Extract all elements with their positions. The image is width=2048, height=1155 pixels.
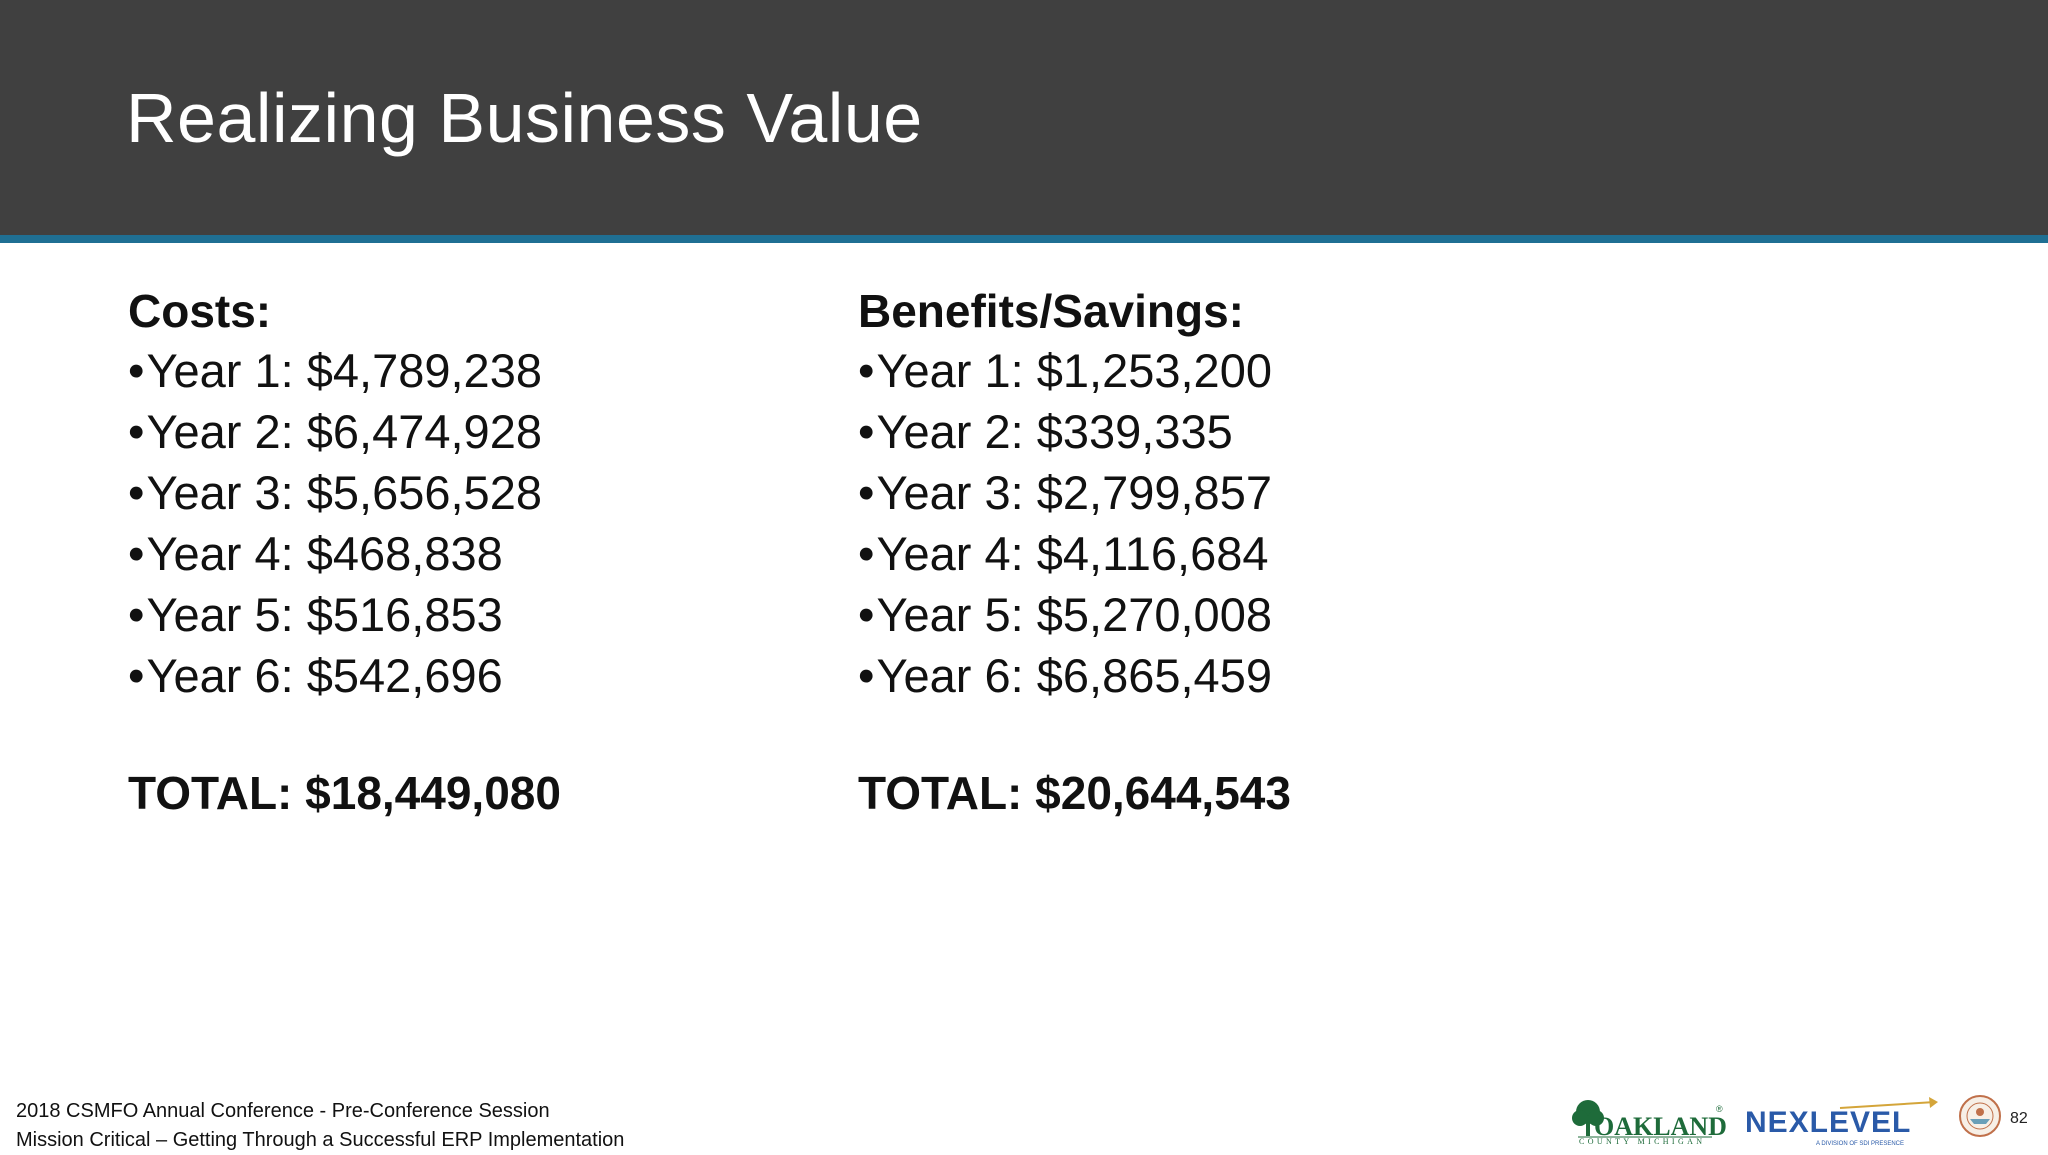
title-divider (0, 235, 2048, 243)
benefits-item-text: Year 6: $6,865,459 (876, 649, 1272, 702)
costs-item-text: Year 4: $468,838 (146, 527, 503, 580)
bullet-icon: • (128, 466, 145, 519)
benefits-list-item: •Year 6: $6,865,459 (858, 645, 1291, 706)
benefits-list-item: •Year 1: $1,253,200 (858, 340, 1291, 401)
bullet-icon: • (858, 527, 875, 580)
costs-list-item: •Year 5: $516,853 (128, 584, 561, 645)
benefits-list-item: •Year 3: $2,799,857 (858, 462, 1291, 523)
bullet-icon: • (128, 588, 145, 641)
arrow-icon (1929, 1097, 1938, 1108)
benefits-item-text: Year 5: $5,270,008 (876, 588, 1272, 641)
benefits-list-item: •Year 4: $4,116,684 (858, 523, 1291, 584)
slide-title: Realizing Business Value (126, 79, 923, 157)
benefits-item-text: Year 1: $1,253,200 (876, 344, 1272, 397)
costs-heading: Costs: (128, 285, 272, 337)
costs-item-text: Year 2: $6,474,928 (146, 405, 542, 458)
benefits-item-text: Year 3: $2,799,857 (876, 466, 1272, 519)
costs-column: Costs: •Year 1: $4,789,238 •Year 2: $6,4… (128, 282, 561, 823)
bullet-icon: • (858, 466, 875, 519)
footer-line-2: Mission Critical – Getting Through a Suc… (16, 1129, 625, 1151)
costs-list-item: •Year 6: $542,696 (128, 645, 561, 706)
footer: 2018 CSMFO Annual Conference - Pre-Confe… (16, 1097, 624, 1155)
bullet-icon: • (858, 405, 875, 458)
page-number: 82 (2010, 1110, 2028, 1127)
costs-item-text: Year 3: $5,656,528 (146, 466, 542, 519)
svg-text:®: ® (1716, 1104, 1723, 1114)
costs-total: TOTAL: $18,449,080 (128, 767, 561, 819)
nexlevel-subtitle: A DIVISION OF SDI PRESENCE (1816, 1141, 1904, 1147)
bullet-icon: • (858, 588, 875, 641)
oakland-wordmark: OAKLAND (1594, 1112, 1727, 1141)
benefits-list: •Year 1: $1,253,200 •Year 2: $339,335 •Y… (858, 340, 1291, 706)
oakland-county-logo: OAKLAND COUNTY MICHIGAN ® (1572, 1100, 1727, 1146)
benefits-item-text: Year 2: $339,335 (876, 405, 1233, 458)
benefits-list-item: •Year 2: $339,335 (858, 401, 1291, 462)
oakland-subtitle: COUNTY MICHIGAN (1579, 1137, 1704, 1146)
title-bar: Realizing Business Value (0, 0, 2048, 235)
costs-item-text: Year 6: $542,696 (146, 649, 503, 702)
costs-list-item: •Year 1: $4,789,238 (128, 340, 561, 401)
footer-line-1: 2018 CSMFO Annual Conference - Pre-Confe… (16, 1100, 550, 1122)
benefits-total: TOTAL: $20,644,543 (858, 767, 1291, 819)
tree-icon (1572, 1100, 1604, 1136)
costs-item-text: Year 1: $4,789,238 (146, 344, 542, 397)
bullet-icon: • (128, 405, 145, 458)
costs-list-item: •Year 2: $6,474,928 (128, 401, 561, 462)
costs-item-text: Year 5: $516,853 (146, 588, 503, 641)
benefits-column: Benefits/Savings: •Year 1: $1,253,200 •Y… (858, 282, 1291, 823)
costs-list-item: •Year 3: $5,656,528 (128, 462, 561, 523)
county-seal-icon (1959, 1095, 2001, 1137)
nexlevel-logo: NEXLEVEL A DIVISION OF SDI PRESENCE (1745, 1097, 1938, 1147)
costs-list: •Year 1: $4,789,238 •Year 2: $6,474,928 … (128, 340, 561, 706)
benefits-item-text: Year 4: $4,116,684 (876, 527, 1269, 580)
benefits-list-item: •Year 5: $5,270,008 (858, 584, 1291, 645)
benefits-heading: Benefits/Savings: (858, 285, 1244, 337)
bullet-icon: • (858, 344, 875, 397)
bullet-icon: • (128, 344, 145, 397)
costs-list-item: •Year 4: $468,838 (128, 523, 561, 584)
bullet-icon: • (858, 649, 875, 702)
bullet-icon: • (128, 527, 145, 580)
bullet-icon: • (128, 649, 145, 702)
nexlevel-wordmark: NEXLEVEL (1745, 1106, 1911, 1139)
